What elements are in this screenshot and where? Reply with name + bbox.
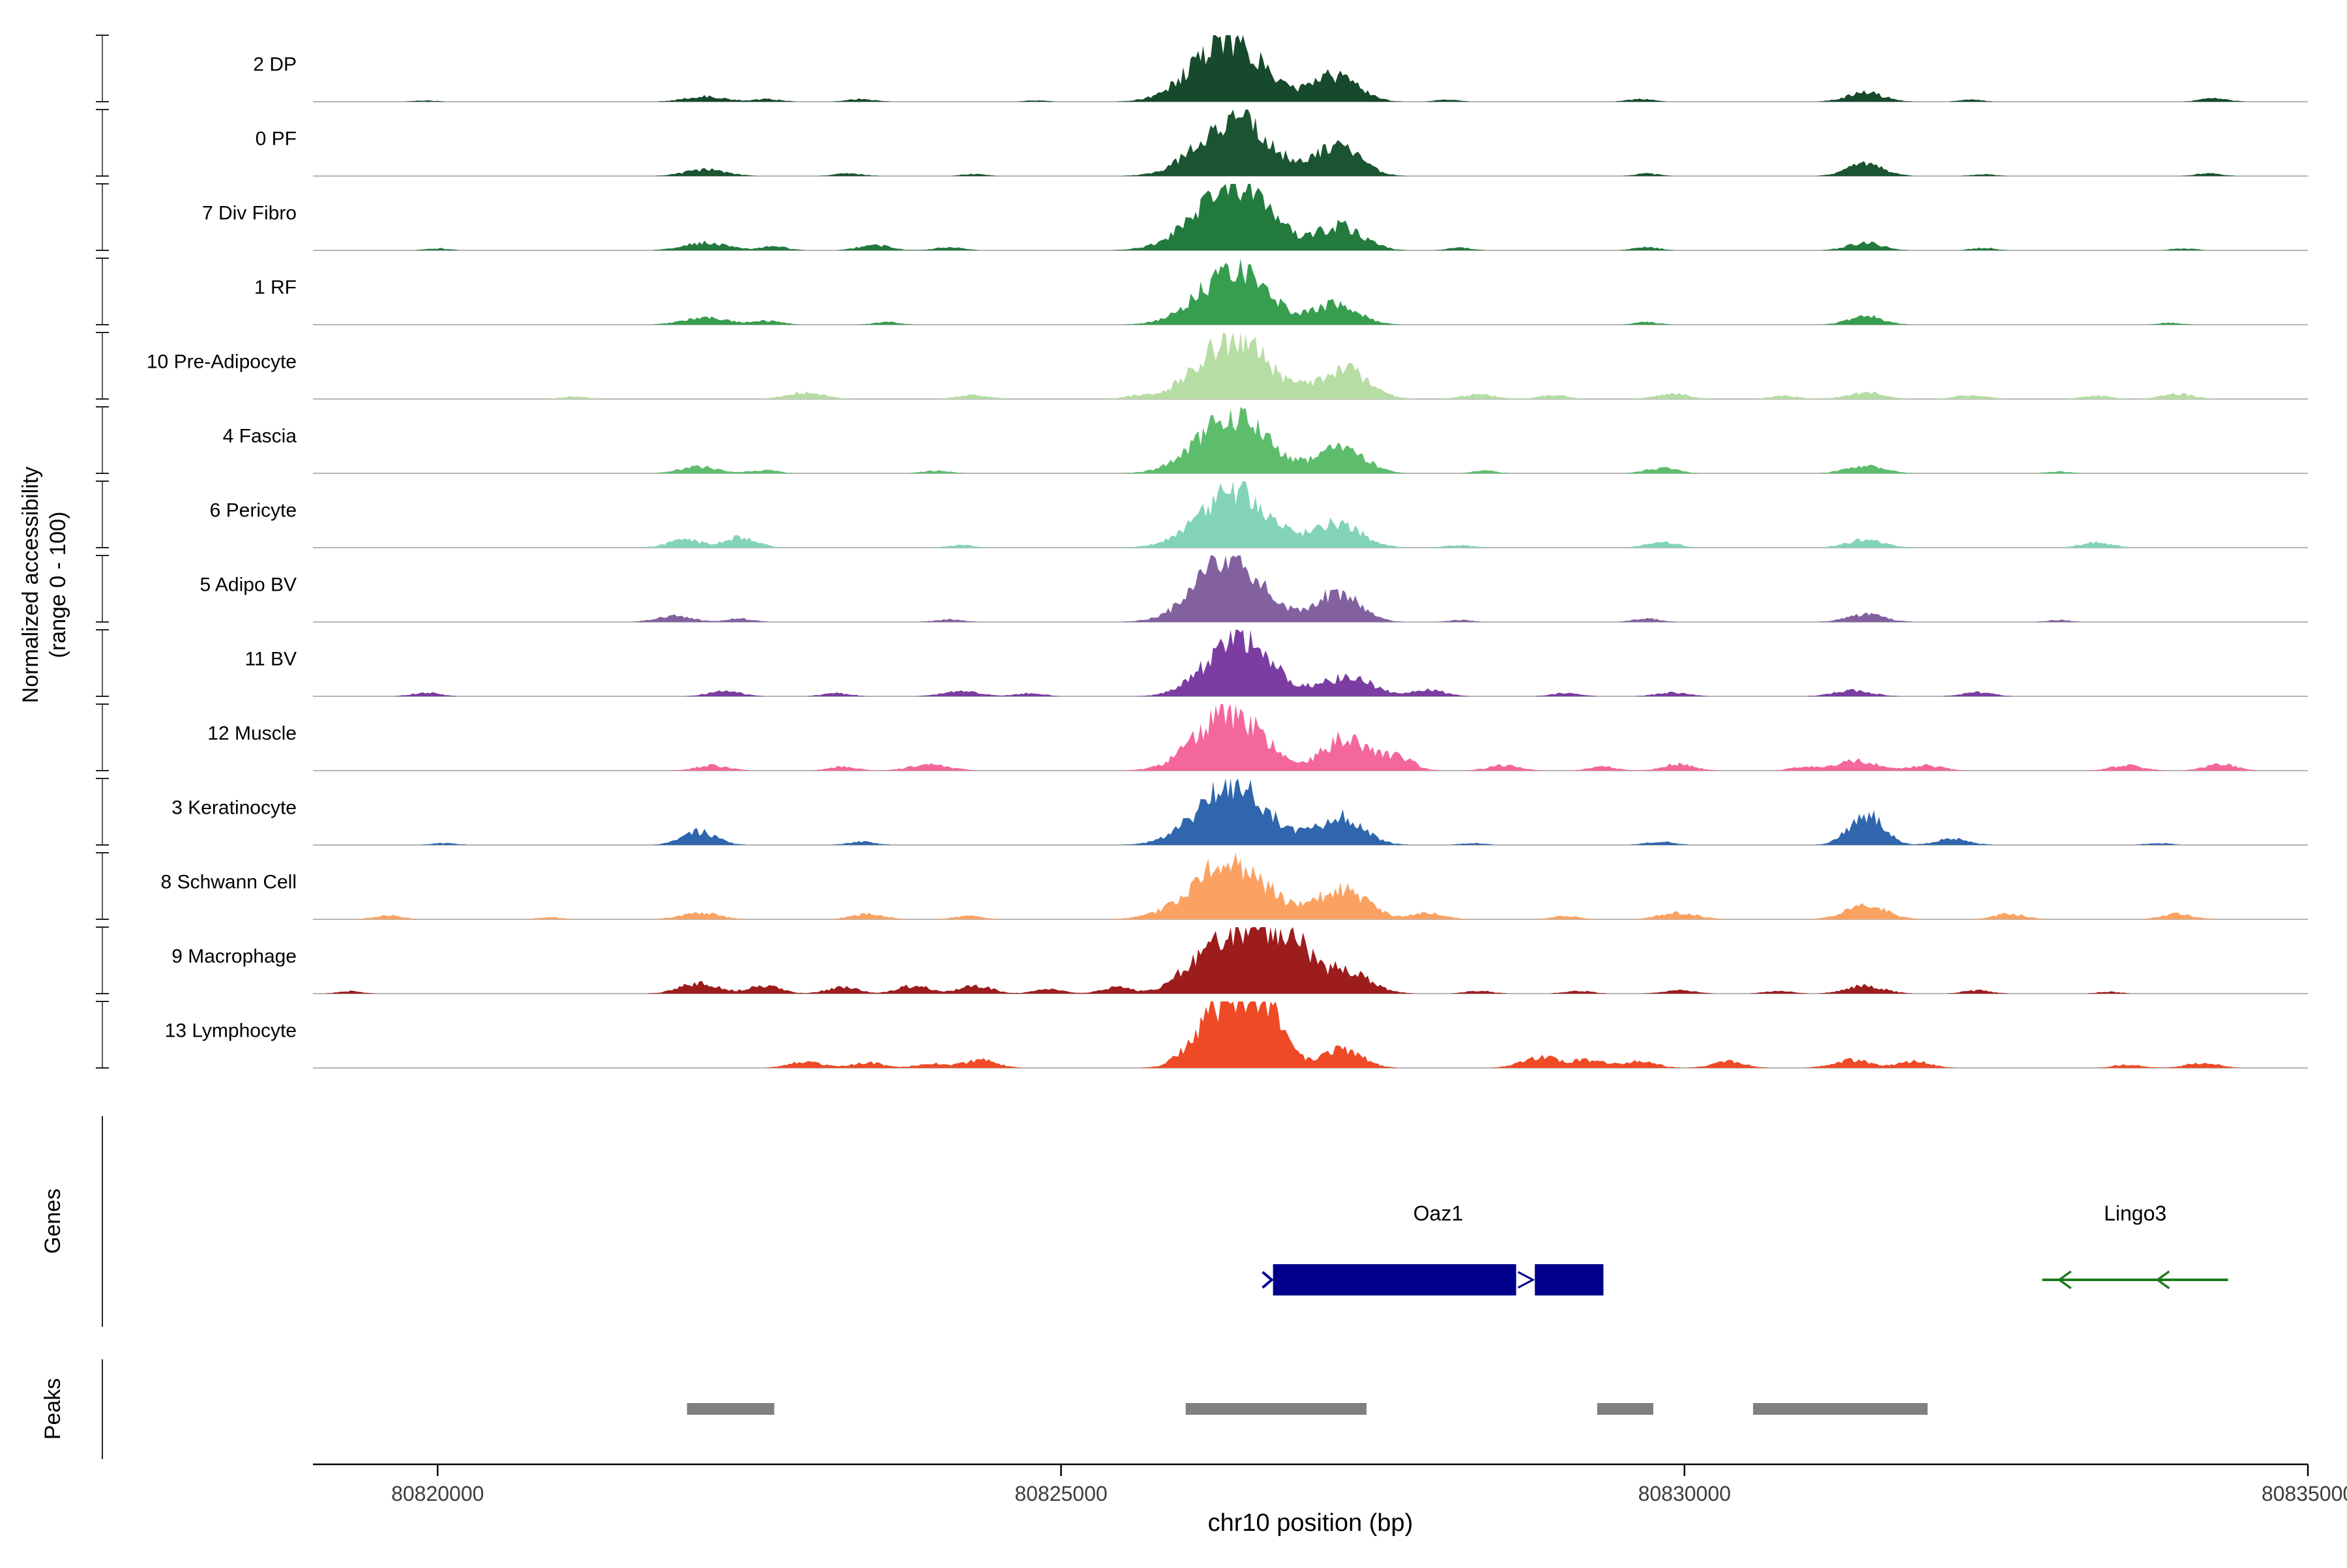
peak-bar — [1185, 1403, 1367, 1415]
gene-label-lingo3: Lingo3 — [2104, 1202, 2166, 1225]
peaks-section-label: Peaks — [40, 1378, 65, 1440]
track-label: 12 Muscle — [207, 723, 297, 745]
track-label: 11 BV — [245, 649, 297, 670]
track-label: 2 DP — [253, 54, 297, 76]
x-axis-tick-label: 80825000 — [1014, 1482, 1107, 1505]
track-label: 7 Div Fibro — [202, 203, 297, 224]
y-axis-label-line1: Normalized accessibility — [18, 467, 43, 703]
coverage-track-2-dp — [313, 35, 2308, 102]
track-label: 5 Adipo BV — [200, 574, 297, 596]
peak-bar — [686, 1403, 775, 1415]
coverage-track-8-schwann-cell — [313, 853, 2308, 919]
coverage-track-10-pre-adipocyte — [313, 333, 2308, 399]
coverage-track-5-adipo-bv — [313, 555, 2308, 622]
intron-chevron — [1517, 1271, 1535, 1289]
track-label: 3 Keratinocyte — [171, 797, 297, 819]
track-label: 0 PF — [256, 128, 297, 150]
track-label: 8 Schwann Cell — [161, 872, 297, 893]
gene-label-oaz1: Oaz1 — [1413, 1202, 1463, 1225]
x-axis-label: chr10 position (bp) — [1208, 1509, 1413, 1537]
x-axis-tick-label: 80830000 — [1638, 1482, 1731, 1505]
coverage-track-6-pericyte — [313, 481, 2308, 548]
strand-arrow-left — [2155, 1270, 2170, 1290]
peak-bar — [1752, 1403, 1928, 1415]
x-axis-tick-label: 80835000 — [2262, 1482, 2347, 1505]
track-label: 10 Pre-Adipocyte — [147, 351, 297, 373]
track-label: 6 Pericyte — [210, 500, 297, 522]
track-label: 13 Lymphocyte — [165, 1020, 297, 1042]
track-label: 4 Fascia — [223, 426, 297, 447]
strand-arrow-right — [1262, 1271, 1274, 1289]
coverage-track-12-muscle — [313, 704, 2308, 771]
coverage-track-1-rf — [313, 258, 2308, 325]
track-label: 9 Macrophage — [171, 946, 297, 968]
coverage-track-13-lymphocyte — [313, 1001, 2308, 1068]
strand-arrow-left — [2057, 1270, 2072, 1290]
peak-bar — [1597, 1403, 1653, 1415]
coverage-track-9-macrophage — [313, 927, 2308, 994]
genes-section-label: Genes — [40, 1189, 65, 1254]
chart-content: 2 DP 0 PF 7 Div Fibro 1 RF 10 Pre-Adipocyte 4… — [96, 35, 2347, 1505]
coverage-track-0-pf — [313, 110, 2308, 176]
x-axis-tick-label: 80820000 — [391, 1482, 484, 1505]
y-axis-label-line2: (range 0 - 100) — [46, 512, 70, 658]
coverage-track-3-keratinocyte — [313, 778, 2308, 845]
gene-body — [1535, 1264, 1604, 1295]
coverage-track-11-bv — [313, 630, 2308, 696]
coverage-track-4-fascia — [313, 407, 2308, 473]
gene-body — [1273, 1264, 1516, 1295]
track-label: 1 RF — [254, 277, 297, 299]
coverage-track-7-div-fibro — [313, 184, 2308, 250]
